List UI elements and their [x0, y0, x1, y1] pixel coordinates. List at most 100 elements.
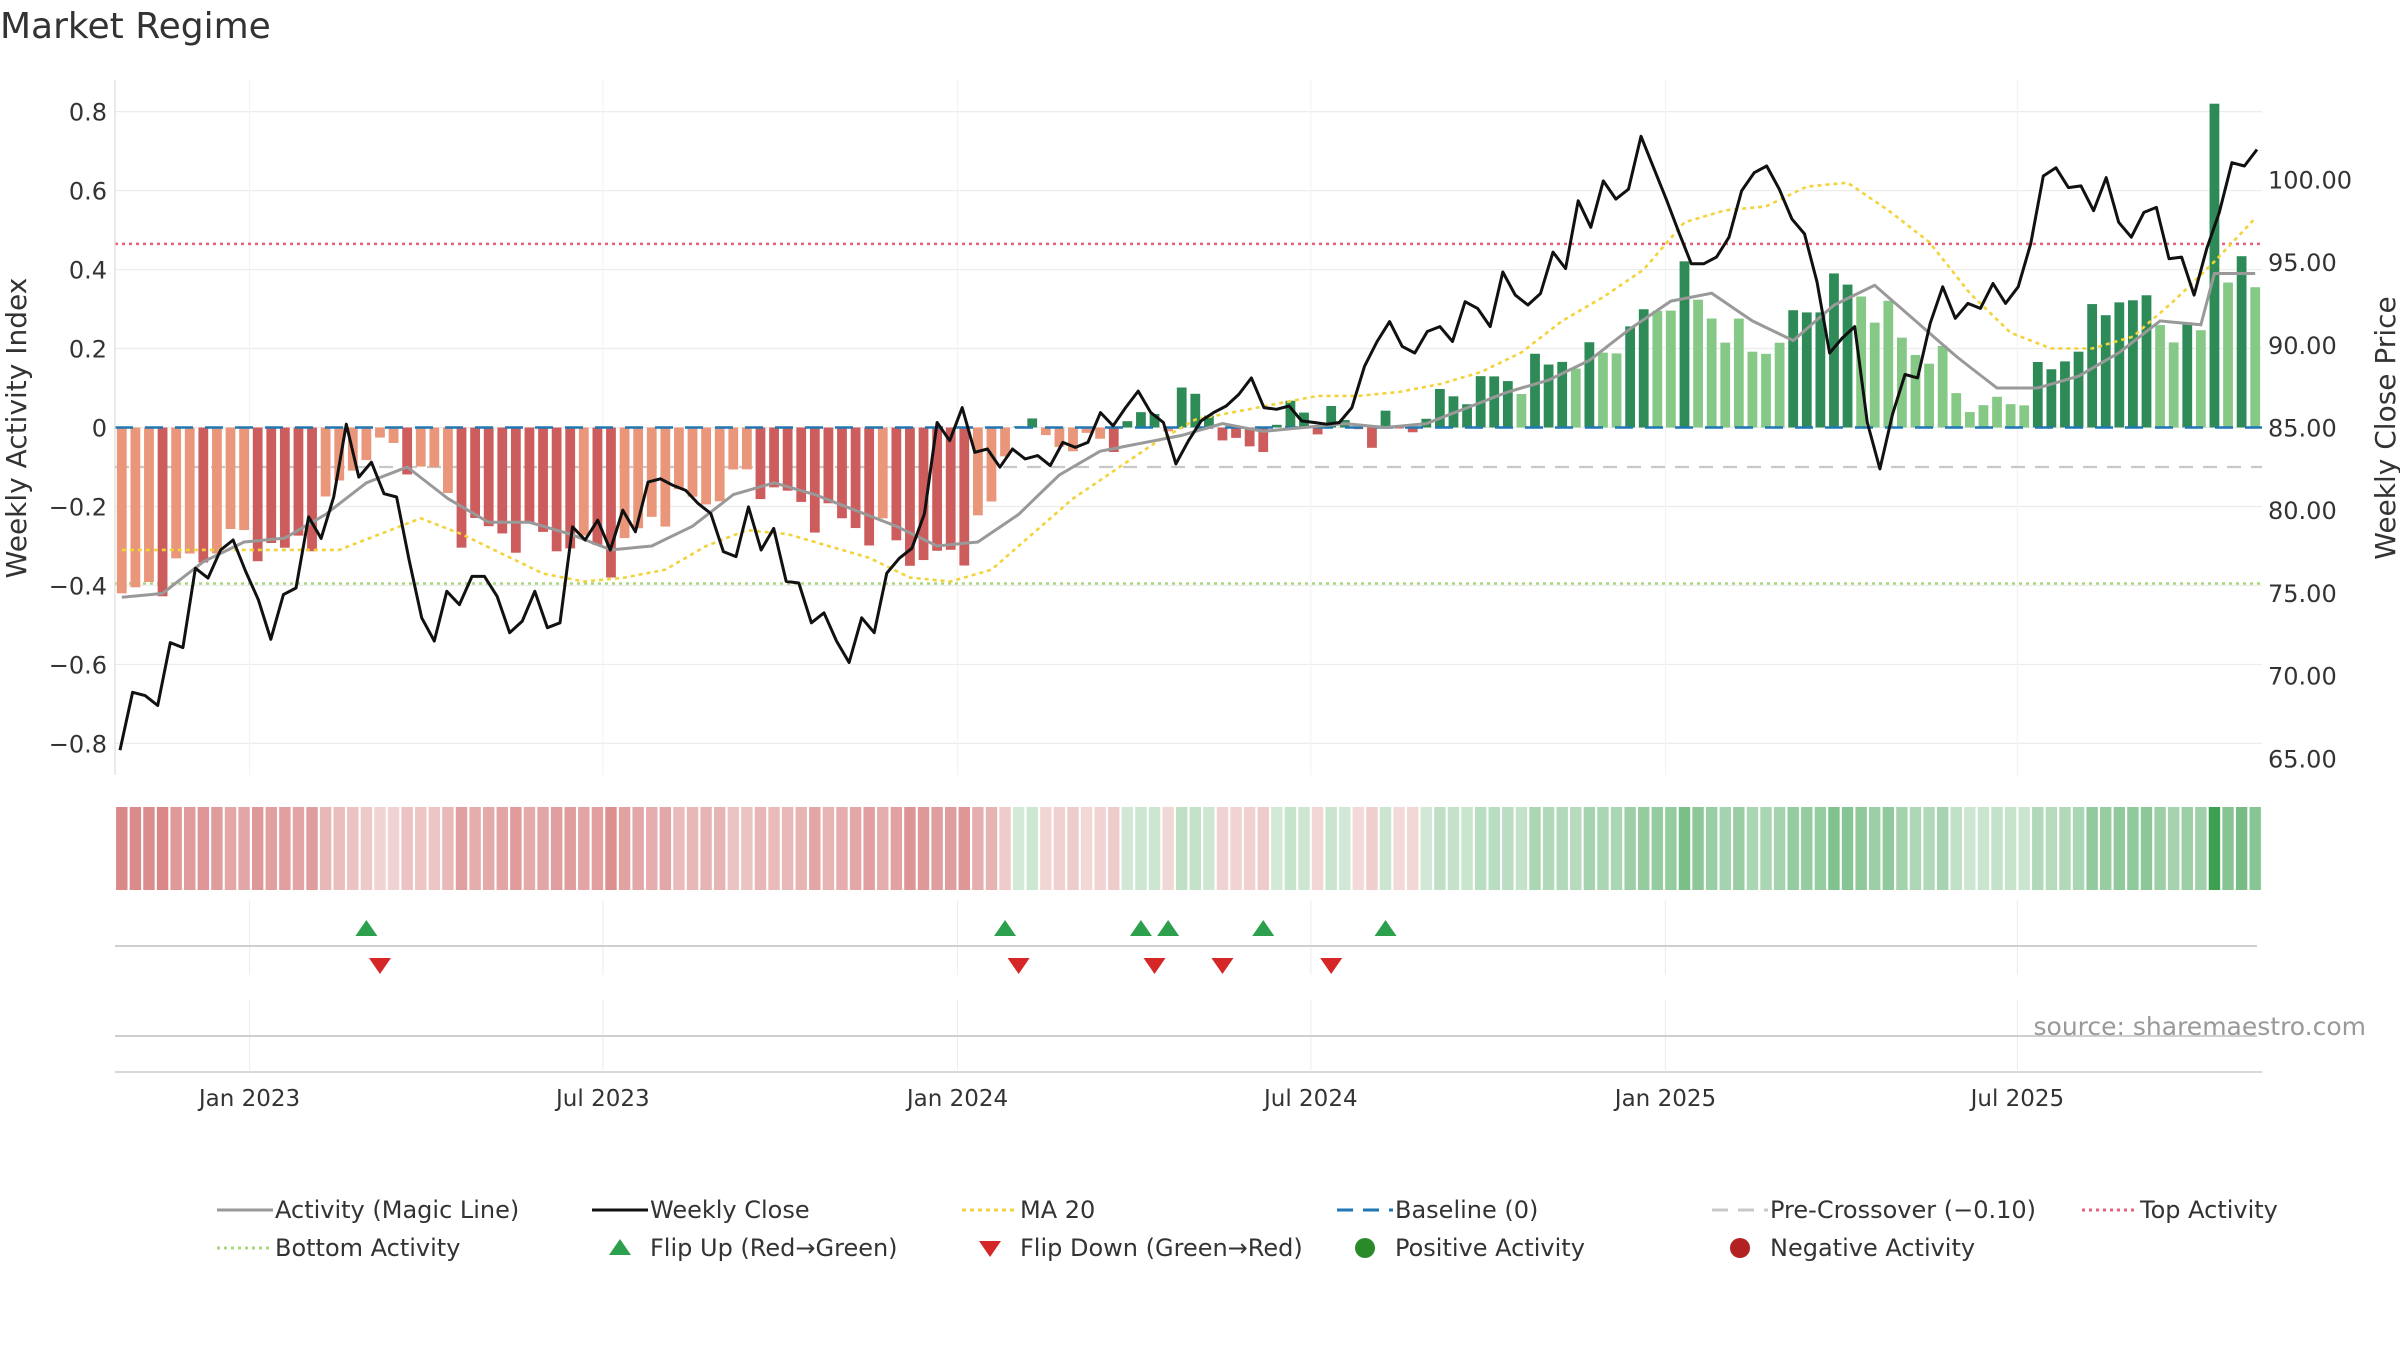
activity-bar	[1598, 352, 1608, 428]
regime-strip-cell	[1909, 807, 1922, 890]
regime-strip-cell	[2235, 807, 2248, 890]
regime-strip-cell	[1651, 807, 1664, 890]
regime-strip-cell	[333, 807, 345, 890]
legend-item: Flip Down (Green→Red)	[960, 1233, 1303, 1263]
regime-strip-cell	[1801, 807, 1813, 890]
regime-strip-cell	[2195, 807, 2207, 890]
activity-bar	[1068, 427, 1078, 452]
activity-bar	[769, 427, 779, 488]
activity-bar	[1978, 405, 1989, 428]
activity-bar	[239, 427, 249, 531]
activity-bar	[1720, 342, 1731, 428]
y-tick-label: 0.4	[69, 257, 107, 285]
regime-strip-cell	[197, 807, 210, 890]
regime-strip-cell	[2018, 807, 2030, 890]
regime-strip-cell	[1175, 807, 1188, 890]
regime-strip-cell	[1936, 807, 1949, 890]
regime-strip-cell	[904, 807, 916, 890]
regime-strip-cell	[1040, 807, 1052, 890]
regime-strip-cell	[1841, 807, 1854, 890]
regime-strip-cell	[2059, 807, 2071, 890]
regime-strip-cell	[1298, 807, 1310, 890]
activity-bar	[1557, 361, 1568, 428]
regime-strip-cell	[972, 807, 984, 890]
y2-tick-label: 70.00	[2268, 663, 2337, 691]
legend-symbol	[1730, 1238, 1750, 1258]
regime-strip-cell	[1434, 807, 1446, 890]
regime-strip-cell	[1502, 807, 1514, 890]
bottom-panel	[115, 1035, 2262, 1073]
activity-bar	[837, 427, 847, 519]
regime-strip-cell	[1284, 807, 1297, 890]
activity-bar	[755, 427, 766, 500]
activity-bar	[1584, 342, 1595, 428]
flip-down-marker	[368, 958, 391, 974]
flip-up-marker	[1374, 920, 1397, 936]
flip-markers	[115, 920, 2257, 974]
activity-bar	[1176, 387, 1187, 428]
regime-strip-cell	[1271, 807, 1283, 890]
activity-bar	[334, 427, 345, 481]
legend-label: Top Activity	[2140, 1196, 2278, 1224]
regime-strip-cell	[1977, 807, 1990, 890]
regime-strip-cell	[415, 807, 427, 890]
regime-strip-cell	[2113, 807, 2126, 890]
activity-bar	[674, 427, 684, 490]
activity-bar	[1312, 427, 1323, 435]
regime-strip-cell	[618, 807, 631, 890]
activity-bars	[115, 103, 2262, 597]
activity-bar	[1842, 284, 1853, 428]
regime-strip-cell	[1407, 807, 1419, 890]
activity-bar	[157, 427, 168, 597]
activity-bar	[2250, 287, 2261, 428]
legend-label: Negative Activity	[1770, 1234, 1976, 1262]
legend-label: Flip Up (Red→Green)	[650, 1234, 898, 1262]
legend-item: Activity (Magic Line)	[215, 1195, 519, 1225]
flip-down-marker	[1320, 958, 1343, 974]
activity-bar	[1407, 427, 1418, 433]
legend-item: Weekly Close	[590, 1195, 810, 1225]
activity-bar	[1489, 376, 1500, 428]
regime-strip-cell	[306, 807, 318, 890]
activity-bar	[2032, 362, 2043, 428]
activity-bar	[1190, 393, 1201, 428]
regime-strip-cell	[510, 807, 522, 890]
flip-down-marker	[1143, 958, 1166, 974]
legend-label: Positive Activity	[1395, 1234, 1585, 1262]
regime-strip-cell	[1869, 807, 1881, 890]
magic-line	[121, 272, 2256, 599]
regime-strip-cell	[999, 807, 1011, 890]
x-tick-label: Jul 2025	[1969, 1086, 2065, 1112]
regime-strip-cell	[2072, 807, 2085, 890]
activity-bar	[1054, 427, 1065, 447]
legend-symbol	[979, 1241, 1001, 1257]
legend-item: Negative Activity	[1710, 1233, 1975, 1263]
activity-bar	[1394, 427, 1405, 429]
regime-strip-cell	[1379, 807, 1392, 890]
regime-strip-cell	[2249, 807, 2261, 890]
activity-bar	[687, 427, 698, 497]
regime-strip-cell	[1705, 807, 1718, 890]
regime-strip-cell	[1080, 807, 1093, 890]
activity-bar	[796, 427, 807, 502]
activity-bar	[130, 427, 141, 588]
regime-strip-cell	[659, 807, 672, 890]
regime-strip-cell	[564, 807, 576, 890]
regime-strip-cell	[360, 807, 373, 890]
activity-bar	[850, 427, 861, 529]
activity-bar	[1108, 427, 1119, 452]
y2-tick-label: 90.00	[2268, 332, 2337, 360]
regime-strip-cell	[1964, 807, 1976, 890]
activity-bar	[1000, 427, 1010, 457]
activity-bar	[1693, 299, 1703, 428]
regime-strip-cell	[1950, 807, 1962, 890]
regime-strip-cell	[1542, 807, 1555, 890]
activity-bar	[1285, 400, 1296, 428]
activity-bar	[1924, 363, 1934, 428]
regime-strip-cell	[1148, 807, 1161, 890]
activity-bar	[1910, 354, 1921, 428]
regime-strip-cell	[1026, 807, 1038, 890]
regime-strip-cell	[1121, 807, 1134, 890]
activity-bar	[2182, 322, 2193, 428]
